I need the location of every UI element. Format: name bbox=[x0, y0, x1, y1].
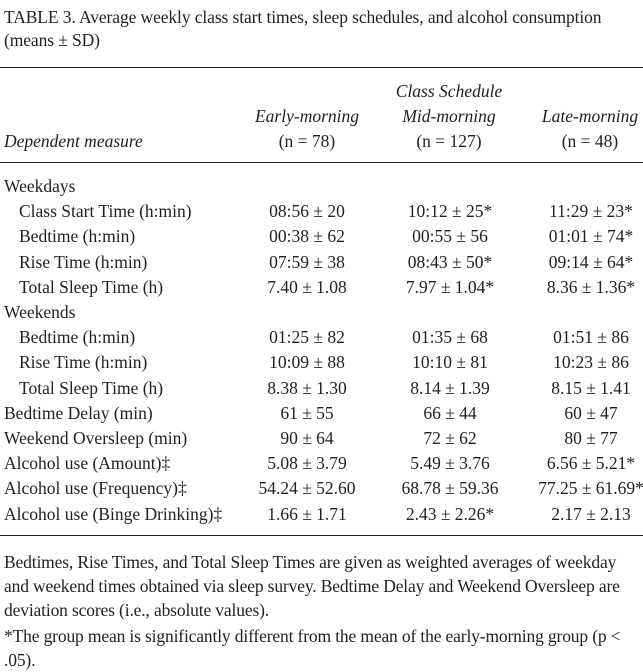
table-cell: 10:12 ± 25* bbox=[407, 201, 493, 222]
table-cell: 08:43 ± 50* bbox=[407, 251, 493, 272]
table-cell: 72 ± 62 bbox=[423, 428, 477, 448]
row-label: Total Sleep Time (h) bbox=[19, 377, 164, 398]
significance-note: *The group mean is significantly differe… bbox=[4, 626, 621, 670]
table-cell: 09:14 ± 64* bbox=[548, 251, 634, 272]
column-n-mid: (n = 127) bbox=[416, 131, 482, 151]
table-cell: 2.43 ± 2.26* bbox=[405, 503, 495, 524]
table-cell: 60 ± 47 bbox=[564, 402, 618, 423]
table-cell: 8.36 ± 1.36* bbox=[546, 276, 636, 297]
row-label: Rise Time (h:min) bbox=[19, 352, 148, 373]
table-cell: 77.25 ± 61.69* bbox=[538, 478, 643, 499]
class-schedule-header: Class Schedule bbox=[395, 81, 503, 101]
table-cell: 10:10 ± 81 bbox=[412, 352, 488, 373]
table-note: Bedtimes, Rise Times, and Total Sleep Ti… bbox=[4, 552, 620, 620]
table-cell: 5.08 ± 3.79 bbox=[267, 453, 347, 474]
table-cell: 5.49 ± 3.76 bbox=[410, 453, 490, 474]
table-cell: 7.40 ± 1.08 bbox=[267, 276, 347, 297]
section-heading: Weekdays bbox=[4, 176, 76, 196]
dependent-measure-header: Dependent measure bbox=[4, 131, 143, 151]
table-cell: 01:51 ± 86 bbox=[553, 327, 629, 348]
column-header-early: Early-morning bbox=[254, 106, 360, 126]
row-label: Total Sleep Time (h) bbox=[19, 276, 164, 297]
table-cell: 01:35 ± 68 bbox=[412, 327, 488, 348]
row-label: Bedtime Delay (min) bbox=[4, 402, 153, 423]
table-cell: 6.56 ± 5.21* bbox=[546, 453, 636, 474]
table-cell: 61 ± 55 bbox=[280, 402, 334, 423]
top-rule bbox=[0, 67, 643, 68]
row-label: Alcohol use (Frequency)‡ bbox=[4, 478, 187, 499]
row-label: Alcohol use (Binge Drinking)‡ bbox=[4, 503, 223, 524]
table-cell: 8.15 ± 1.41 bbox=[551, 377, 631, 398]
table-cell: 7.97 ± 1.04* bbox=[405, 276, 495, 297]
table-title: TABLE 3. Average weekly class start time… bbox=[4, 7, 602, 50]
table-cell: 11:29 ± 23* bbox=[549, 201, 633, 222]
table-cell: 01:01 ± 74* bbox=[548, 226, 634, 247]
row-label: Alcohol use (Amount)‡ bbox=[4, 453, 171, 474]
table-cell: 00:38 ± 62 bbox=[269, 226, 345, 247]
table-cell: 08:56 ± 20 bbox=[269, 201, 345, 222]
table-cell: 8.38 ± 1.30 bbox=[267, 377, 347, 398]
header-rule bbox=[0, 162, 643, 163]
column-header-late: Late-morning bbox=[541, 106, 639, 126]
bottom-rule bbox=[0, 535, 643, 536]
table-cell: 90 ± 64 bbox=[280, 428, 334, 448]
section-heading: Weekends bbox=[4, 302, 76, 322]
table-cell: 2.17 ± 2.13 bbox=[551, 503, 631, 524]
column-header-mid: Mid-morning bbox=[402, 106, 496, 126]
table-cell: 66 ± 44 bbox=[423, 402, 477, 423]
table-cell: 54.24 ± 52.60 bbox=[258, 478, 356, 499]
column-n-late: (n = 48) bbox=[561, 131, 619, 151]
table-cell: 10:23 ± 86 bbox=[553, 352, 629, 373]
table-cell: 07:59 ± 38 bbox=[269, 251, 345, 272]
row-label: Bedtime (h:min) bbox=[19, 226, 136, 247]
table-cell: 00:55 ± 56 bbox=[412, 226, 488, 247]
table-cell: 80 ± 77 bbox=[564, 428, 618, 448]
row-label: Rise Time (h:min) bbox=[19, 251, 148, 272]
table-cell: 01:25 ± 82 bbox=[269, 327, 345, 348]
table-cell: 10:09 ± 88 bbox=[269, 352, 345, 373]
table-cell: 1.66 ± 1.71 bbox=[267, 503, 347, 524]
column-n-early: (n = 78) bbox=[278, 131, 336, 151]
table-cell: 8.14 ± 1.39 bbox=[410, 377, 490, 398]
row-label: Weekend Oversleep (min) bbox=[4, 428, 188, 448]
row-label: Class Start Time (h:min) bbox=[19, 201, 192, 222]
table-cell: 68.78 ± 59.36 bbox=[401, 478, 499, 499]
row-label: Bedtime (h:min) bbox=[19, 327, 136, 348]
